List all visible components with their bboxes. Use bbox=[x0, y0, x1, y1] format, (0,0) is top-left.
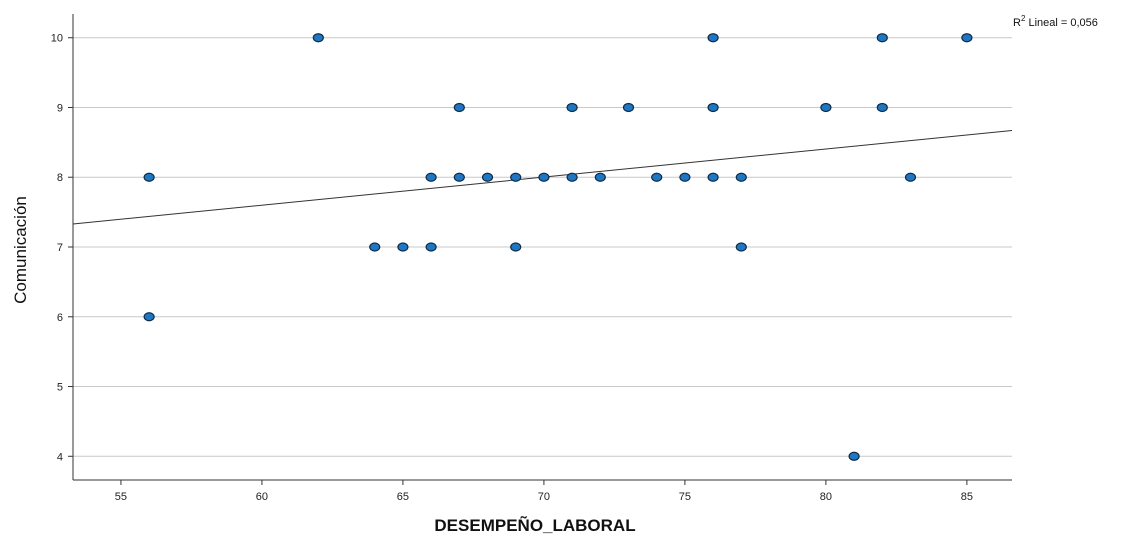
x-tick-label: 60 bbox=[256, 491, 268, 503]
x-tick-label: 75 bbox=[679, 491, 691, 503]
data-point bbox=[566, 172, 578, 182]
x-tick-label: 80 bbox=[820, 491, 832, 503]
data-point bbox=[876, 33, 888, 43]
data-point bbox=[904, 172, 917, 182]
data-point bbox=[453, 102, 465, 113]
data-point bbox=[848, 451, 860, 461]
y-axis-title: Comunicación bbox=[11, 196, 30, 304]
x-tick-label: 55 bbox=[115, 491, 127, 503]
data-point bbox=[312, 33, 324, 43]
axes bbox=[68, 14, 1012, 485]
data-point bbox=[961, 33, 973, 43]
data-point bbox=[622, 102, 635, 113]
r-squared-superscript: 2 bbox=[1021, 14, 1026, 23]
x-tick-label: 85 bbox=[961, 491, 973, 503]
data-point bbox=[820, 102, 832, 113]
y-tick-label: 5 bbox=[57, 382, 63, 394]
r-squared-text: Lineal = 0,056 bbox=[1025, 17, 1097, 29]
y-tick-label: 8 bbox=[57, 172, 63, 184]
y-tick-label: 7 bbox=[57, 242, 63, 254]
data-point bbox=[876, 102, 888, 113]
r-squared-annotation: R2 Lineal = 0,056 bbox=[1013, 14, 1098, 29]
x-axis-title: DESEMPEÑO_LABORAL bbox=[434, 515, 635, 534]
data-point bbox=[707, 172, 719, 182]
data-point bbox=[651, 172, 663, 182]
data-point bbox=[510, 242, 522, 252]
data-point bbox=[538, 172, 550, 182]
data-point bbox=[735, 242, 747, 252]
data-point bbox=[679, 172, 691, 182]
data-point bbox=[707, 102, 719, 113]
data-point bbox=[566, 102, 578, 113]
data-point bbox=[453, 172, 465, 182]
data-point bbox=[397, 242, 409, 252]
data-point bbox=[425, 242, 437, 252]
data-point bbox=[143, 172, 155, 182]
data-point bbox=[707, 33, 719, 43]
data-point bbox=[143, 312, 155, 322]
tick-labels: 4 5 6 7 8 9 10 55 60 65 70 75 80 85 bbox=[51, 33, 973, 503]
y-tick-label: 6 bbox=[57, 312, 63, 324]
data-points bbox=[143, 33, 973, 461]
data-point bbox=[735, 172, 747, 182]
data-point bbox=[594, 172, 606, 182]
x-tick-label: 65 bbox=[397, 491, 409, 503]
data-point bbox=[510, 172, 522, 182]
data-point bbox=[425, 172, 437, 182]
gridlines bbox=[73, 37, 1012, 457]
y-tick-label: 4 bbox=[57, 451, 63, 463]
data-point bbox=[481, 172, 494, 182]
y-tick-label: 9 bbox=[57, 102, 63, 114]
y-tick-label: 10 bbox=[51, 33, 63, 45]
x-tick-label: 70 bbox=[538, 491, 550, 503]
r-squared-prefix: R bbox=[1013, 17, 1021, 29]
data-point bbox=[369, 242, 381, 252]
